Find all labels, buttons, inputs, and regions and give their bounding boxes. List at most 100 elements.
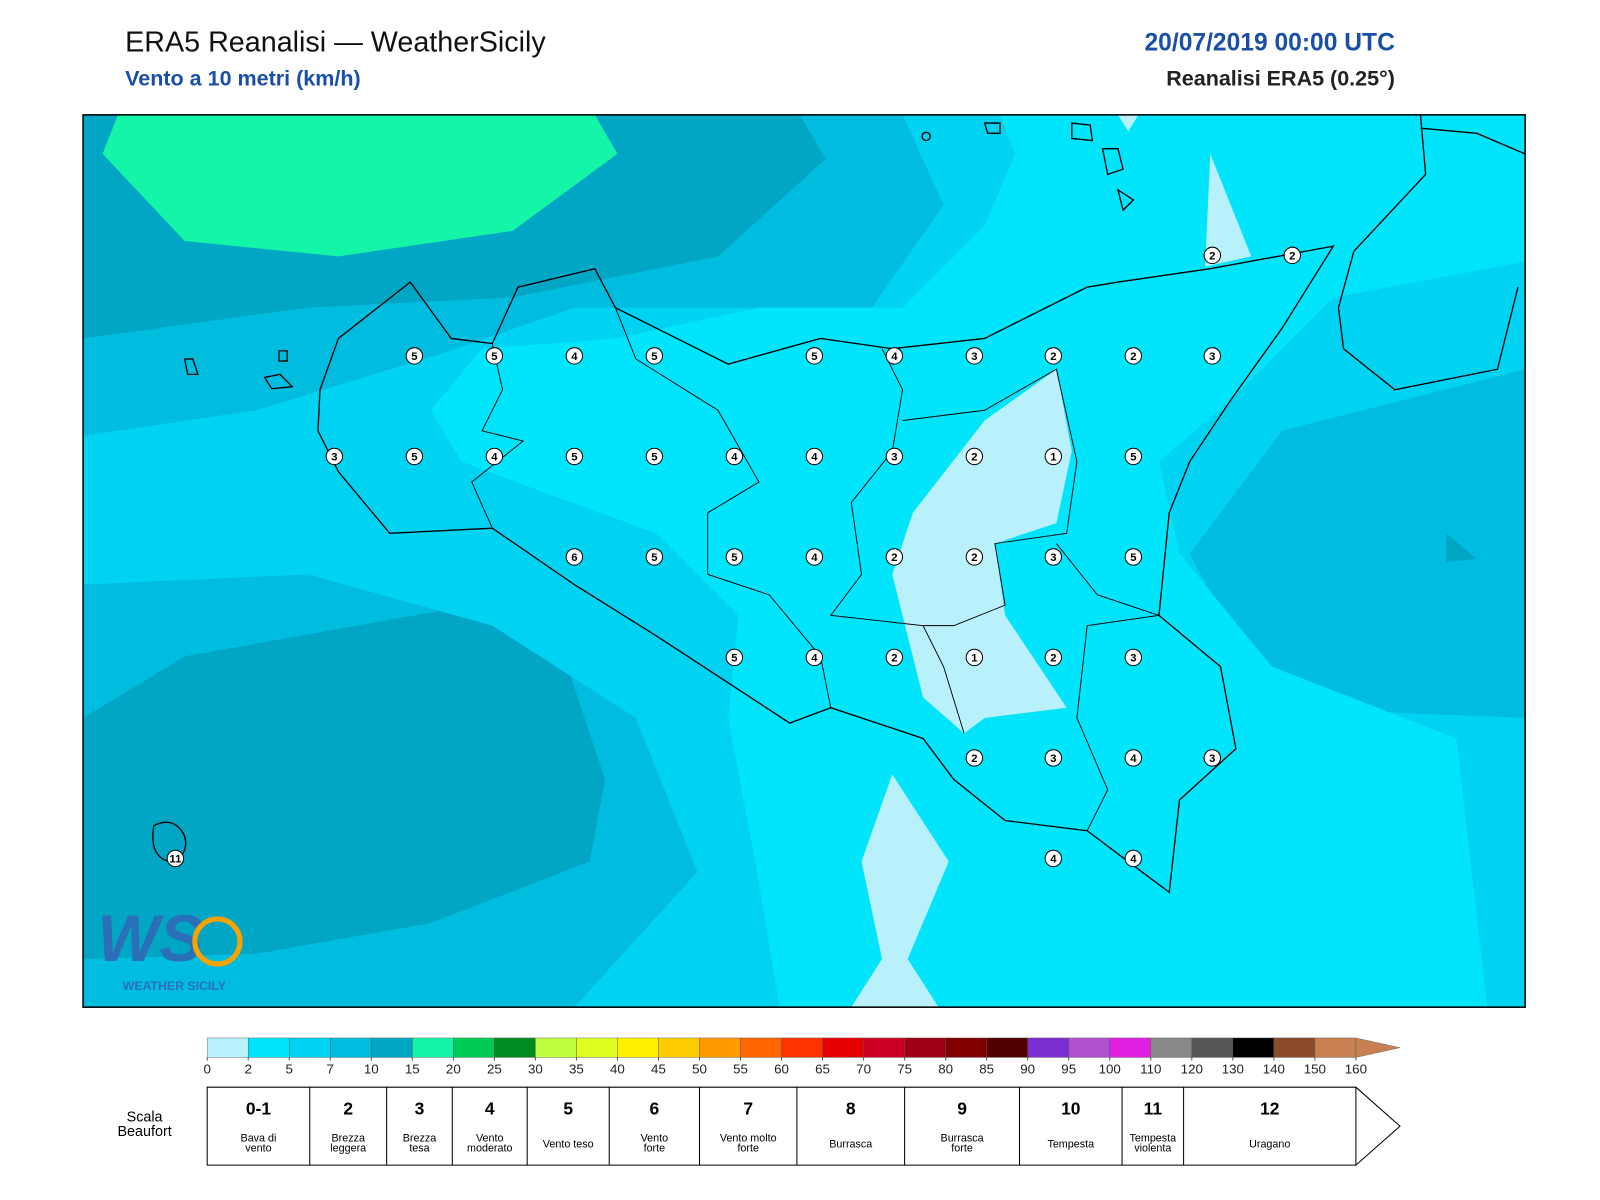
station-value: 2 bbox=[1050, 652, 1056, 664]
field bbox=[1205, 153, 1252, 267]
logo: WS WEATHER SICILY bbox=[97, 902, 243, 993]
station-value: 5 bbox=[411, 451, 417, 463]
field bbox=[1446, 533, 1477, 563]
station-value: 3 bbox=[891, 451, 897, 463]
colorbar-tick-label: 20 bbox=[446, 1061, 461, 1076]
beaufort-number: 11 bbox=[1144, 1098, 1163, 1118]
station-value: 2 bbox=[971, 753, 977, 765]
station-marker bbox=[1044, 548, 1063, 566]
beaufort-name: moderato bbox=[467, 1143, 512, 1155]
station-marker bbox=[1044, 749, 1063, 767]
logo-mark: WS bbox=[97, 902, 203, 975]
beaufort-name: forte bbox=[737, 1143, 759, 1155]
station-marker bbox=[1203, 246, 1222, 265]
color-step bbox=[781, 1037, 823, 1058]
beaufort-name: Vento teso bbox=[543, 1138, 594, 1150]
station-value: 4 bbox=[1130, 853, 1137, 865]
color-arrow bbox=[1355, 1037, 1401, 1058]
station-marker bbox=[1044, 849, 1063, 868]
color-step bbox=[986, 1037, 1028, 1058]
station-marker bbox=[405, 347, 424, 365]
color-step bbox=[740, 1037, 782, 1058]
station-value: 4 bbox=[1050, 853, 1057, 865]
color-step bbox=[1232, 1037, 1275, 1058]
station-value: 3 bbox=[1209, 753, 1215, 765]
datetime: 20/07/2019 00:00 UTC bbox=[1144, 30, 1395, 57]
station-marker bbox=[166, 849, 185, 868]
color-step bbox=[1150, 1037, 1192, 1058]
colorbar-tick-label: 150 bbox=[1304, 1061, 1326, 1076]
color-step bbox=[453, 1037, 495, 1058]
station-marker bbox=[725, 548, 744, 566]
station-value: 4 bbox=[811, 451, 818, 463]
beaufort-name: forte bbox=[644, 1143, 666, 1155]
station-marker bbox=[1203, 749, 1222, 767]
station-value: 4 bbox=[891, 351, 898, 363]
beaufort-outline bbox=[206, 1086, 1401, 1166]
station-value: 5 bbox=[731, 552, 737, 564]
colorbar-tick-label: 90 bbox=[1020, 1061, 1035, 1076]
station-value: 5 bbox=[1130, 552, 1136, 564]
station-value: 5 bbox=[651, 351, 657, 363]
station-marker bbox=[1124, 749, 1143, 767]
station-marker bbox=[1124, 447, 1143, 466]
station-value: 2 bbox=[891, 552, 897, 564]
station-marker bbox=[1124, 548, 1143, 566]
station-marker bbox=[885, 548, 904, 566]
color-step bbox=[1109, 1037, 1151, 1058]
station-value: 4 bbox=[491, 451, 498, 463]
color-step bbox=[1068, 1037, 1110, 1058]
beaufort-name: Tempesta bbox=[1047, 1138, 1094, 1150]
station-value: 3 bbox=[971, 351, 977, 363]
coastline bbox=[152, 114, 1526, 894]
beaufort-number: 3 bbox=[415, 1098, 425, 1118]
station-marker bbox=[485, 447, 504, 466]
colorbar-tick-label: 30 bbox=[528, 1061, 543, 1076]
beaufort-name: Brezza bbox=[331, 1132, 364, 1144]
station-marker bbox=[725, 648, 744, 667]
station-marker bbox=[565, 347, 584, 365]
color-step bbox=[494, 1037, 536, 1058]
station-marker bbox=[645, 347, 664, 365]
station-value: 2 bbox=[891, 652, 897, 664]
beaufort-label: Beaufort bbox=[117, 1124, 171, 1140]
logo-caption: WEATHER SICILY bbox=[123, 979, 226, 993]
beaufort-name: leggera bbox=[330, 1143, 366, 1155]
color-step bbox=[658, 1037, 700, 1058]
logo-sun bbox=[192, 916, 243, 967]
beaufort-number: 7 bbox=[743, 1098, 753, 1118]
station-value: 5 bbox=[651, 552, 657, 564]
station-value: 5 bbox=[571, 451, 577, 463]
station-marker bbox=[645, 548, 664, 566]
beaufort-number: 0-1 bbox=[246, 1098, 271, 1118]
station-marker bbox=[1283, 246, 1302, 265]
colorbar-tick-label: 160 bbox=[1345, 1061, 1367, 1076]
colorbar-tick-label: 80 bbox=[938, 1061, 953, 1076]
color-step bbox=[945, 1037, 987, 1058]
beaufort-number: 2 bbox=[343, 1098, 353, 1118]
station-marker bbox=[805, 648, 824, 667]
color-step bbox=[289, 1037, 331, 1058]
color-step bbox=[699, 1037, 741, 1058]
colorbar-tick-label: 0 bbox=[203, 1061, 210, 1076]
field bbox=[851, 774, 949, 1008]
station-value: 1 bbox=[1050, 451, 1056, 463]
station-value: 3 bbox=[1209, 351, 1215, 363]
beaufort-name: Tempesta bbox=[1130, 1132, 1177, 1144]
beaufort-name: tesa bbox=[409, 1143, 429, 1155]
station-marker bbox=[885, 648, 904, 667]
color-step bbox=[904, 1037, 946, 1058]
field bbox=[83, 605, 606, 959]
color-step bbox=[412, 1037, 454, 1058]
station-marker bbox=[1124, 849, 1143, 868]
colorbar-tick-label: 55 bbox=[733, 1061, 748, 1076]
beaufort-name: Burrasca bbox=[941, 1132, 984, 1144]
station-value: 5 bbox=[651, 451, 657, 463]
beaufort-name: Vento bbox=[641, 1132, 669, 1144]
color-step bbox=[247, 1037, 290, 1058]
beaufort-name: Burrasca bbox=[829, 1138, 872, 1150]
beaufort-number: 6 bbox=[650, 1098, 660, 1118]
field bbox=[1117, 114, 1139, 132]
beaufort-number: 4 bbox=[485, 1098, 495, 1118]
colorbar-tick-label: 40 bbox=[610, 1061, 625, 1076]
